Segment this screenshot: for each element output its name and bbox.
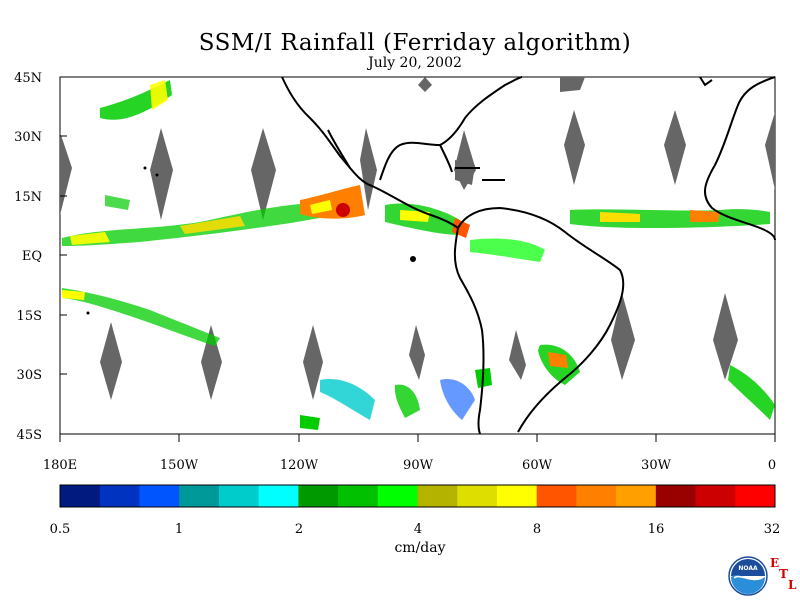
y-tick-15n: 15N [14,190,42,205]
y-tick-45s: 45S [17,428,42,443]
colorbar-swatch [536,485,577,507]
colorbar-swatch [417,485,458,507]
colorbar-swatch [139,485,180,507]
x-tick-60w: 60W [522,458,553,473]
noaa-logo: NOAA [728,556,768,596]
y-tick-labels: 45N 30N 15N EQ 15S 30S 45S [14,71,42,443]
y-tick-30s: 30S [17,368,42,383]
svg-text:NOAA: NOAA [738,565,758,572]
colorbar-swatch [457,485,498,507]
etl-letter-l: L [788,578,797,592]
cbar-label-8: 8 [533,522,541,537]
colorbar-swatch [60,485,101,507]
colorbar-swatch [179,485,220,507]
y-tick-30n: 30N [14,130,42,145]
plot-frame [59,76,776,435]
cbar-label-1: 1 [175,522,183,537]
missing-swath-gaps [60,77,775,400]
colorbar-swatch [377,485,418,507]
colorbar-frame [59,484,776,508]
y-tick-eq: EQ [22,249,42,264]
cbar-label-4: 4 [414,522,422,537]
colorbar-swatch [298,485,339,507]
colorbar-tick-labels: 0.5 1 2 4 8 16 32 [50,522,781,537]
map-title: SSM/I Rainfall (Ferriday algorithm) [198,30,632,56]
coastlines [281,76,776,435]
rainfall-bands [62,80,775,430]
colorbar-swatch [99,485,140,507]
x-tick-90w: 90W [403,458,434,473]
y-tick-15s: 15S [17,309,42,324]
colorbar-swatch [576,485,617,507]
colorbar-swatch [496,485,538,507]
colorbar-swatch [258,485,299,507]
x-tick-30w: 30W [641,458,672,473]
y-tick-45n: 45N [14,71,42,86]
x-tick-150w: 150W [160,458,199,473]
x-tick-0: 0 [768,458,776,473]
x-tick-120w: 120W [280,458,319,473]
colorbar-swatch [655,485,697,507]
y-axis [60,76,67,435]
colorbar-swatch [735,485,776,507]
islands [86,166,416,315]
etl-letter-e: E [770,556,780,570]
colorbar-swatch [338,485,379,507]
colorbar [59,484,776,508]
cbar-label-2: 2 [295,522,303,537]
colorbar-unit: cm/day [394,540,446,556]
x-tick-labels: 180E 150W 120W 90W 60W 30W 0 [43,458,776,473]
cbar-label-16: 16 [648,522,665,537]
x-axis [59,434,776,442]
rainfall-map: 45N 30N 15N EQ 15S 30S 45S 180E 150W 120… [14,71,781,537]
x-tick-180e: 180E [43,458,77,473]
colorbar-swatch [616,485,657,507]
cbar-label-0-5: 0.5 [50,522,71,537]
map-subtitle: July 20, 2002 [368,55,462,71]
etl-letter-t: T [779,567,788,581]
colorbar-swatch [218,485,260,507]
colorbar-swatch [695,485,736,507]
cbar-label-32: 32 [764,522,781,537]
